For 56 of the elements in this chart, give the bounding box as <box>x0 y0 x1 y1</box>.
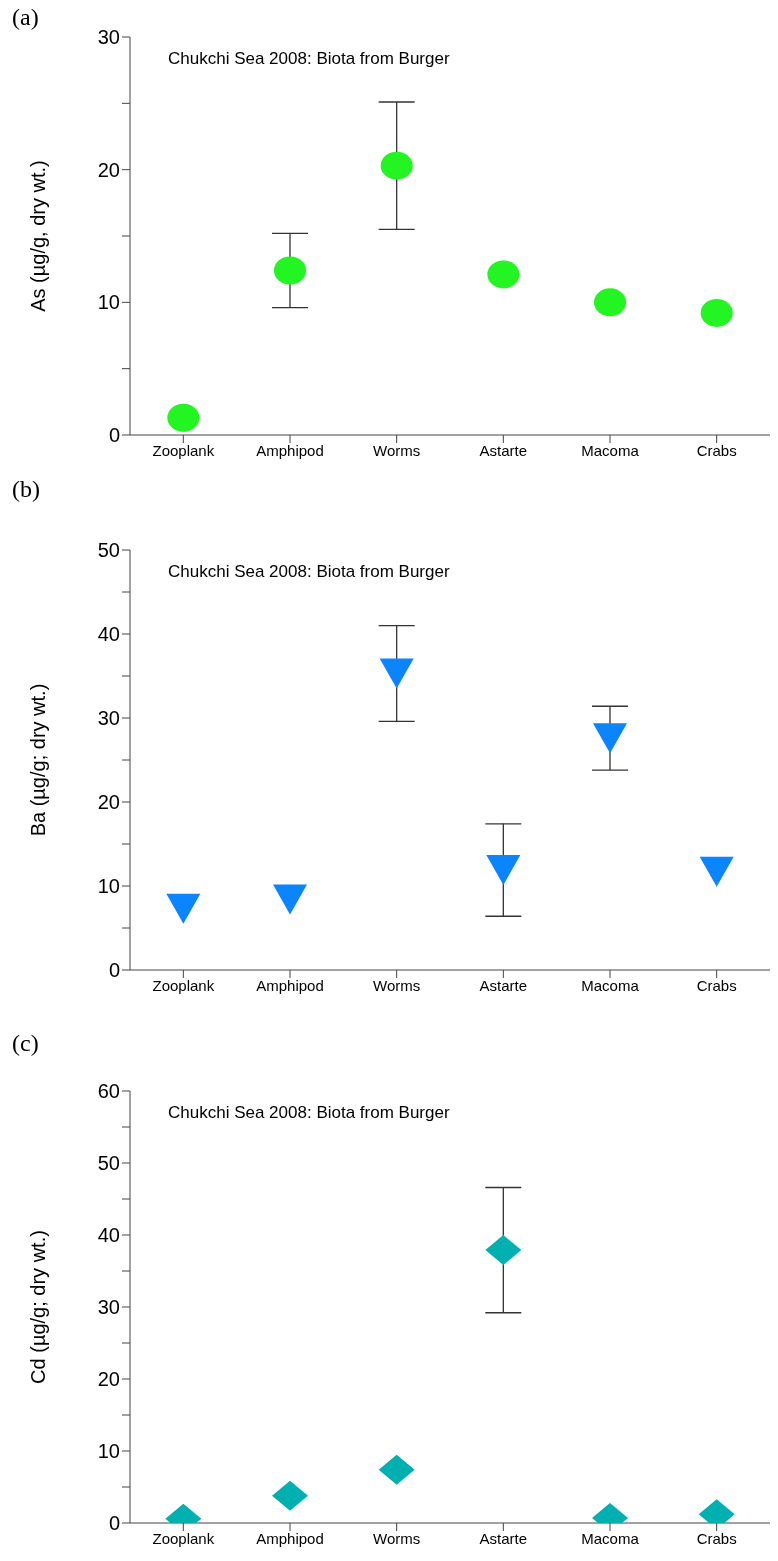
y-tick-label: 0 <box>108 1512 120 1535</box>
point <box>379 658 414 689</box>
y-tick-label: 60 <box>97 1080 120 1103</box>
point <box>273 884 307 915</box>
x-tick-label: Macoma <box>581 976 640 994</box>
x-tick-label: Amphipod <box>256 1529 324 1547</box>
x-tick-label: Astarte <box>479 976 528 994</box>
y-axis-title: Cd (µg/g; dry wt.) <box>27 1230 50 1384</box>
y-tick-label: 50 <box>97 1152 120 1175</box>
y-tick-label: 20 <box>97 1368 120 1391</box>
x-tick-label: Astarte <box>479 441 528 459</box>
x-tick-label: Macoma <box>581 441 640 459</box>
chart-title: (b) <box>12 476 40 503</box>
y-tick-label: 0 <box>108 424 120 447</box>
y-axis-title: As (µg/g, dry wt.) <box>27 160 50 312</box>
x-tick-label: Amphipod <box>256 976 324 994</box>
x-tick-label: Crabs <box>696 976 737 994</box>
y-tick-label: 30 <box>97 26 120 49</box>
y-axis-title: Ba (µg/g; dry wt.) <box>27 683 50 837</box>
annotation: Chukchi Sea 2008: Biota from Burger <box>168 49 450 69</box>
y-tick-label: 40 <box>97 623 120 646</box>
annotation: Chukchi Sea 2008: Biota from Burger <box>168 562 450 582</box>
chart-title: (a) <box>12 4 39 31</box>
x-tick-label: Worms <box>373 441 421 459</box>
x-tick-label: Macoma <box>581 1529 640 1547</box>
y-tick-label: 20 <box>97 791 120 814</box>
x-tick-label: Astarte <box>479 1529 528 1547</box>
point <box>486 855 521 886</box>
y-tick-label: 20 <box>97 158 120 181</box>
point <box>594 288 626 317</box>
chart-title: (c) <box>12 1030 39 1057</box>
x-tick-label: Crabs <box>696 441 737 459</box>
point <box>167 403 200 432</box>
x-tick-label: Zooplank <box>152 1529 215 1547</box>
y-tick-label: 50 <box>97 539 120 562</box>
point <box>380 151 413 180</box>
x-tick-label: Zooplank <box>152 976 215 994</box>
point <box>593 723 627 754</box>
y-tick-label: 0 <box>108 959 120 982</box>
y-tick-label: 30 <box>97 1296 120 1319</box>
x-tick-label: Worms <box>373 976 421 994</box>
x-tick-label: Amphipod <box>256 441 324 459</box>
y-tick-label: 10 <box>97 875 120 898</box>
point <box>700 298 733 327</box>
x-tick-label: Worms <box>373 1529 421 1547</box>
point <box>699 856 734 887</box>
annotation: Chukchi Sea 2008: Biota from Burger <box>168 1103 450 1123</box>
point <box>487 260 520 289</box>
point <box>274 256 306 285</box>
x-tick-label: Crabs <box>696 1529 737 1547</box>
x-tick-label: Zooplank <box>152 441 215 459</box>
y-tick-label: 30 <box>97 707 120 730</box>
y-tick-label: 10 <box>97 1440 120 1463</box>
y-tick-label: 10 <box>97 291 120 314</box>
y-tick-label: 40 <box>97 1224 120 1247</box>
point <box>166 893 201 924</box>
